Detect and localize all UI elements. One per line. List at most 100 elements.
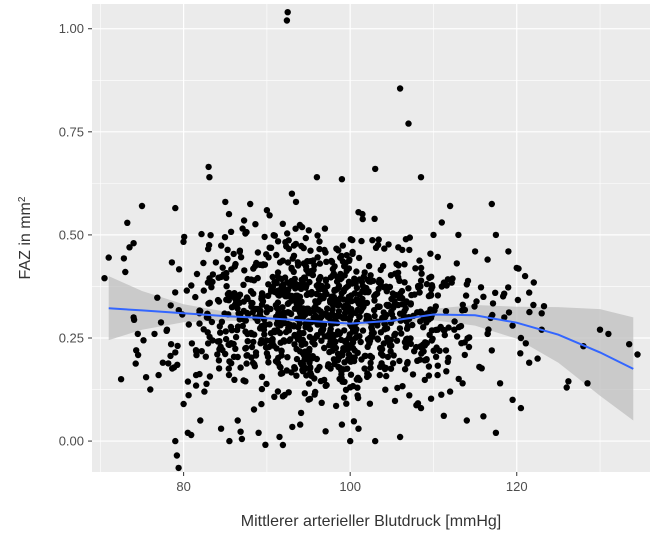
data-point xyxy=(458,340,465,347)
data-point xyxy=(279,441,287,449)
data-point xyxy=(273,280,280,287)
data-point xyxy=(426,331,433,338)
data-point xyxy=(240,281,247,288)
data-point xyxy=(288,265,295,272)
data-point xyxy=(312,388,319,396)
data-point xyxy=(334,350,342,357)
data-point xyxy=(248,343,256,351)
data-point xyxy=(471,248,479,255)
data-point xyxy=(232,260,239,268)
data-point xyxy=(459,301,466,308)
data-point xyxy=(355,254,363,262)
data-point xyxy=(151,330,158,338)
data-point xyxy=(239,225,246,232)
data-point xyxy=(292,225,299,232)
data-point xyxy=(331,339,339,346)
data-point xyxy=(315,276,323,283)
data-point xyxy=(310,314,317,321)
data-point xyxy=(261,233,268,241)
data-point xyxy=(353,284,361,292)
data-point xyxy=(227,228,235,235)
data-point xyxy=(208,284,215,291)
data-point xyxy=(356,276,363,283)
data-point xyxy=(185,321,192,328)
data-point xyxy=(339,258,346,265)
data-point xyxy=(130,316,138,323)
data-point xyxy=(392,291,399,299)
data-point xyxy=(526,289,533,296)
data-point xyxy=(343,346,351,353)
data-point xyxy=(391,397,399,405)
data-point xyxy=(321,225,329,232)
data-point xyxy=(427,314,435,321)
data-point xyxy=(356,313,363,320)
data-point xyxy=(412,265,419,272)
data-point xyxy=(321,246,328,254)
data-point xyxy=(154,294,161,301)
data-point xyxy=(338,421,346,428)
data-point xyxy=(291,341,298,348)
data-point xyxy=(427,292,435,299)
data-point xyxy=(417,283,424,290)
data-point xyxy=(216,346,223,353)
data-point xyxy=(298,223,306,231)
data-point xyxy=(241,316,248,324)
data-point xyxy=(297,310,304,318)
data-point xyxy=(367,359,374,367)
data-point xyxy=(133,347,140,354)
data-point xyxy=(399,246,406,254)
data-point xyxy=(292,240,300,248)
data-point xyxy=(322,428,329,435)
data-point xyxy=(201,388,208,395)
data-point xyxy=(278,347,285,354)
data-point xyxy=(383,311,390,319)
data-point xyxy=(420,324,427,331)
data-point xyxy=(445,324,452,331)
data-point xyxy=(457,322,465,330)
x-tick-label: 80 xyxy=(176,479,190,494)
data-point xyxy=(284,354,291,361)
data-point xyxy=(421,376,428,384)
data-point xyxy=(416,257,423,264)
data-point xyxy=(359,210,366,218)
data-point xyxy=(192,382,200,389)
data-point xyxy=(317,308,324,315)
data-point xyxy=(364,343,371,350)
data-point xyxy=(172,204,179,212)
data-point xyxy=(366,400,374,407)
data-point xyxy=(377,350,385,357)
data-point xyxy=(279,220,286,227)
data-point xyxy=(438,391,445,398)
data-point xyxy=(297,409,305,417)
data-point xyxy=(364,276,371,284)
data-point xyxy=(240,217,248,224)
data-point xyxy=(237,428,244,435)
data-point xyxy=(416,356,424,363)
data-point xyxy=(288,369,295,376)
data-point xyxy=(228,327,236,334)
data-point xyxy=(287,310,295,318)
data-point xyxy=(265,281,272,288)
data-point xyxy=(459,380,466,387)
data-point xyxy=(303,291,310,299)
data-point xyxy=(262,344,270,351)
data-point xyxy=(489,300,497,307)
data-point xyxy=(222,328,229,335)
data-point xyxy=(328,258,336,265)
data-point xyxy=(280,309,287,316)
data-point xyxy=(305,380,313,387)
x-axis-title: Mittlerer arterieller Blutdruck [mmHg] xyxy=(241,513,502,530)
data-point xyxy=(267,330,275,337)
data-point xyxy=(172,437,179,445)
data-point xyxy=(285,245,293,253)
data-point xyxy=(335,308,343,315)
data-point xyxy=(230,340,237,348)
data-point xyxy=(287,336,294,343)
data-point xyxy=(163,327,170,334)
data-point xyxy=(306,395,314,403)
data-point xyxy=(436,347,443,354)
data-point xyxy=(311,341,318,348)
data-point xyxy=(159,359,166,366)
data-point xyxy=(382,386,389,393)
